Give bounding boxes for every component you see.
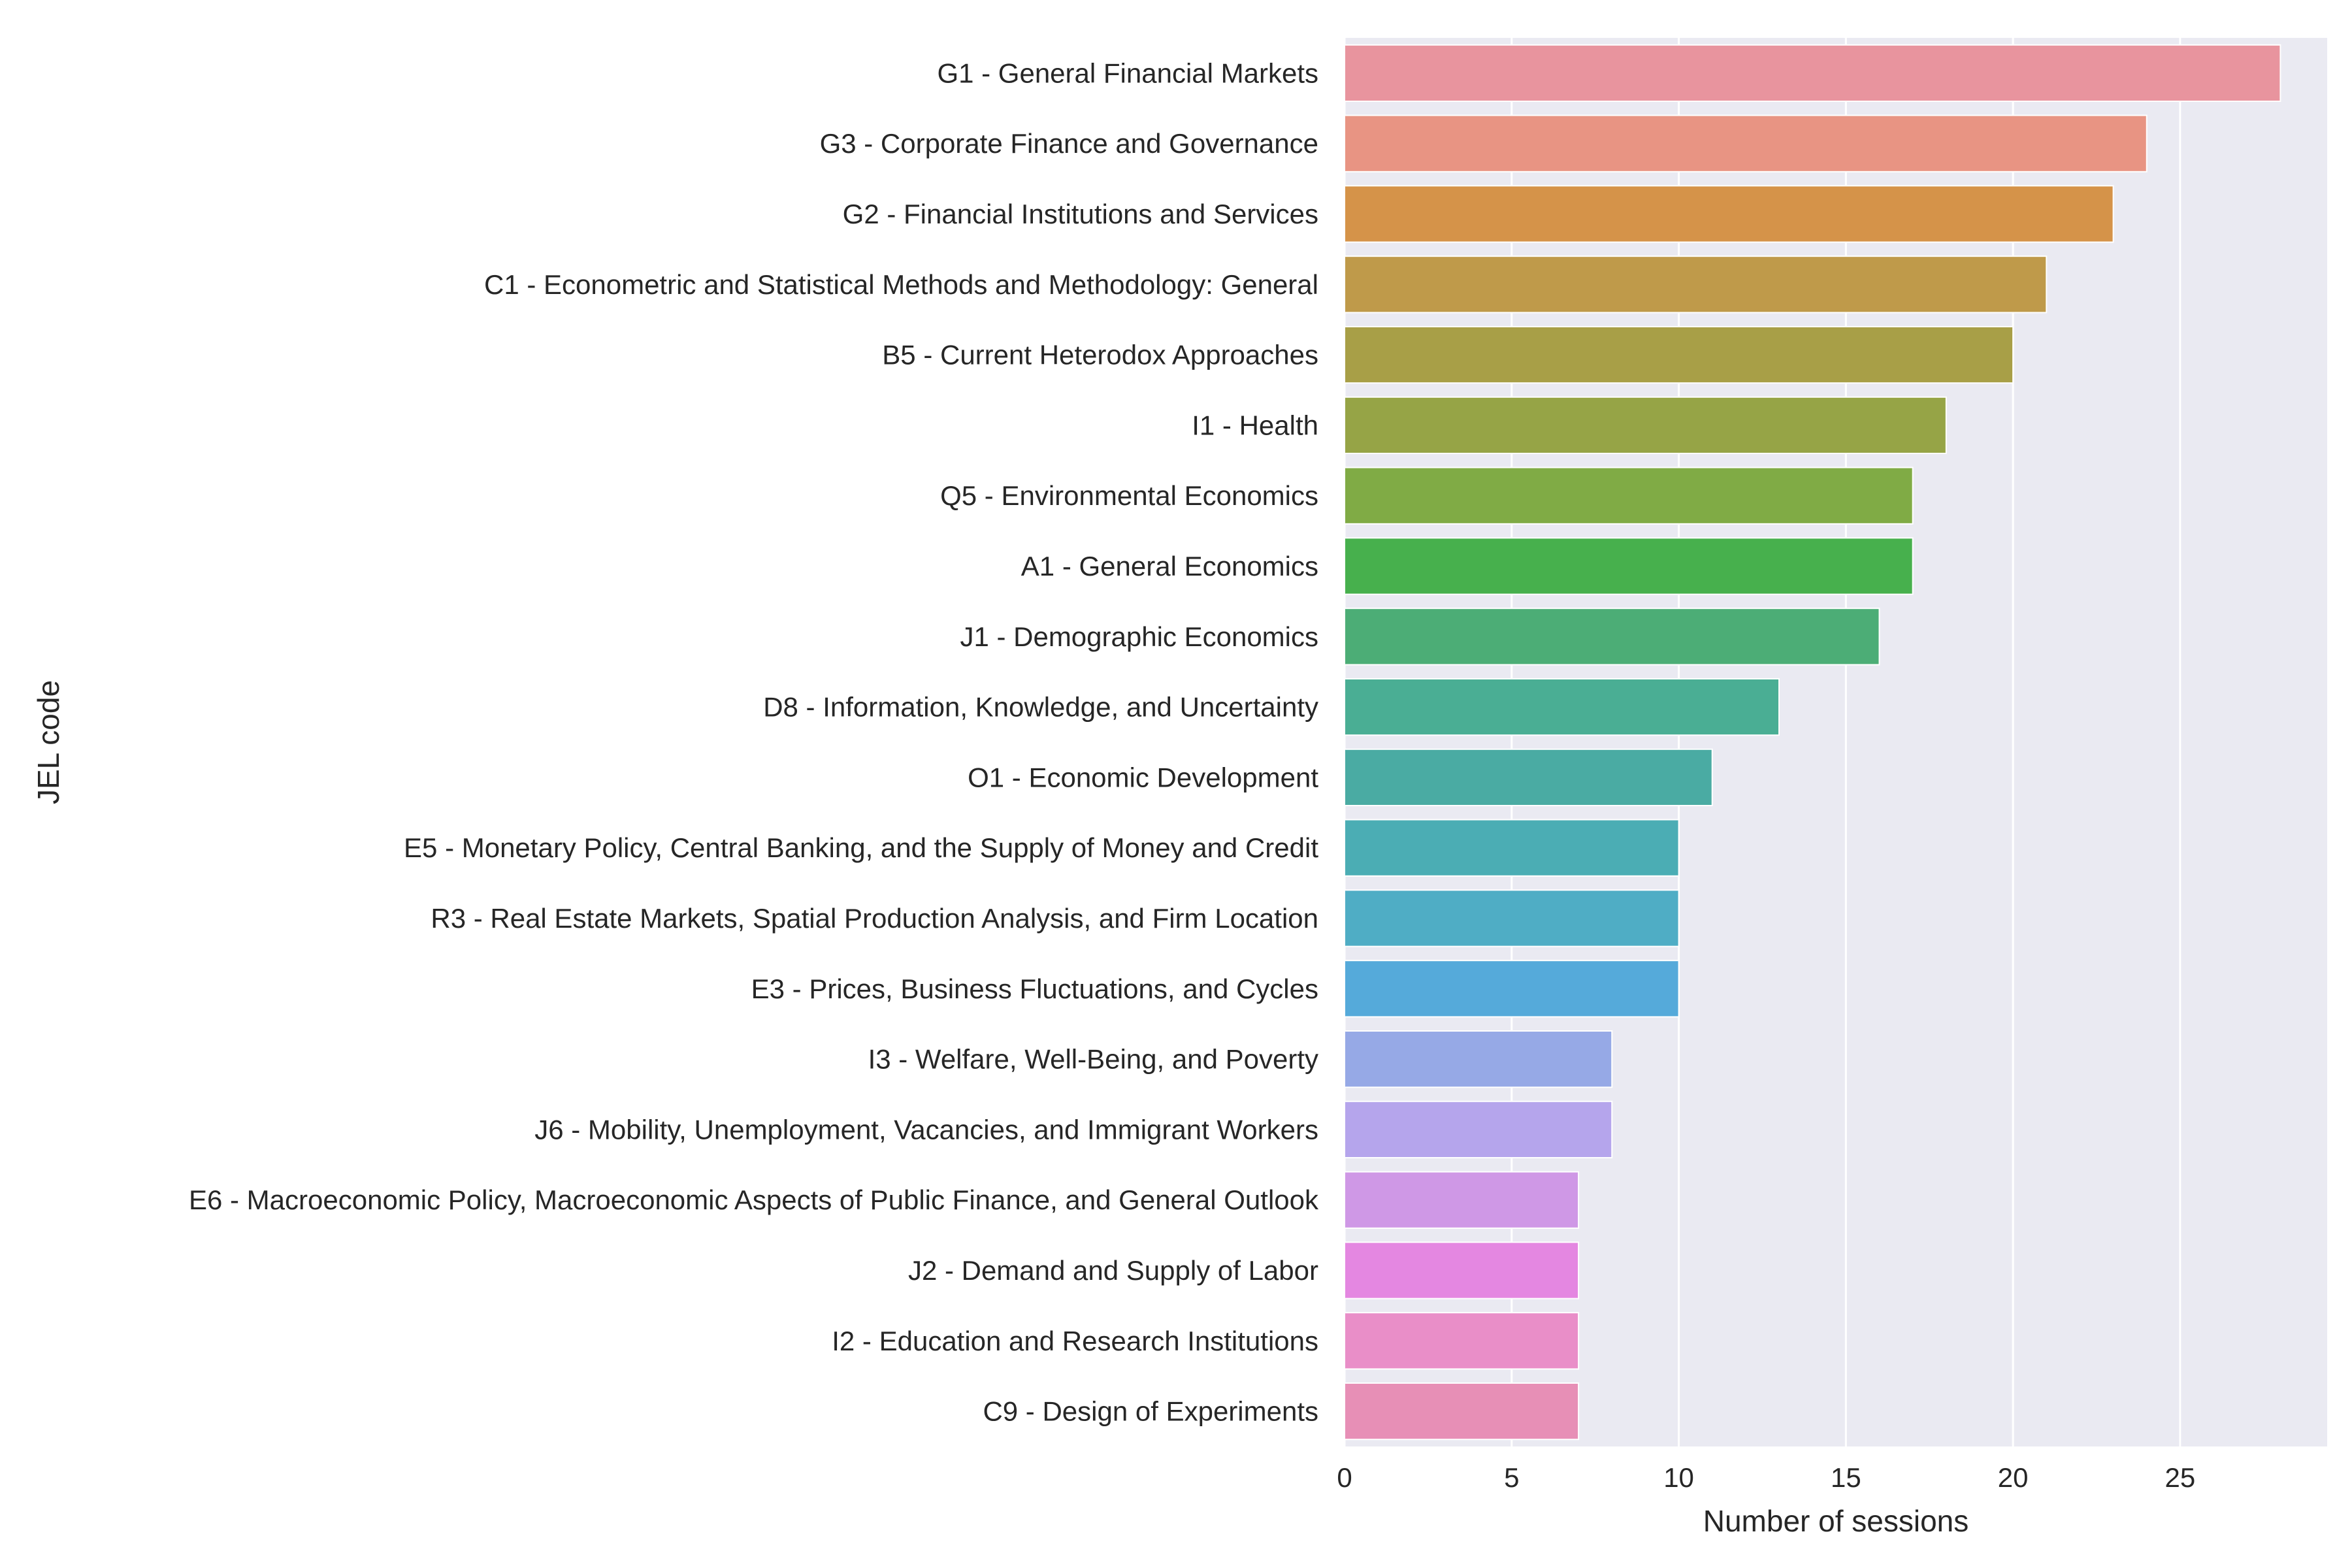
category-label: E6 - Macroeconomic Policy, Macroeconomic… xyxy=(189,1184,1319,1215)
x-tick-label: 0 xyxy=(1337,1462,1352,1493)
bar xyxy=(1344,1171,1580,1229)
bar xyxy=(1344,1382,1580,1441)
bar xyxy=(1344,255,2048,314)
bar xyxy=(1344,1241,1580,1299)
bar xyxy=(1344,44,2281,103)
category-label: R3 - Real Estate Markets, Spatial Produc… xyxy=(431,903,1318,934)
category-label: C9 - Design of Experiments xyxy=(983,1396,1318,1427)
x-tick-labels: 0 5 10 15 20 25 xyxy=(1337,1462,2195,1493)
category-label: I3 - Welfare, Well-Being, and Poverty xyxy=(868,1044,1318,1075)
category-label: J1 - Demographic Economics xyxy=(960,621,1318,652)
category-label: I1 - Health xyxy=(1192,410,1318,440)
category-label: J2 - Demand and Supply of Labor xyxy=(908,1255,1318,1286)
category-label: A1 - General Economics xyxy=(1021,551,1318,581)
bar xyxy=(1344,1030,1613,1088)
y-axis-title: JEL code xyxy=(31,680,65,804)
bar xyxy=(1344,466,1914,525)
bar xyxy=(1344,960,1680,1018)
category-label: E3 - Prices, Business Fluctuations, and … xyxy=(751,973,1318,1004)
bar xyxy=(1344,1100,1613,1159)
bar xyxy=(1344,678,1780,736)
bar xyxy=(1344,325,2014,384)
category-label: I2 - Education and Research Institutions xyxy=(832,1326,1318,1356)
x-tick-label: 25 xyxy=(2165,1462,2196,1493)
bar xyxy=(1344,537,1914,595)
x-axis-title: Number of sessions xyxy=(1703,1504,1969,1538)
bar xyxy=(1344,608,1880,666)
bar xyxy=(1344,748,1713,807)
category-label: O1 - Economic Development xyxy=(968,762,1318,792)
category-label: B5 - Current Heterodox Approaches xyxy=(882,340,1318,370)
bar xyxy=(1344,819,1680,877)
category-label: J6 - Mobility, Unemployment, Vacancies, … xyxy=(534,1114,1318,1145)
x-tick-label: 10 xyxy=(1663,1462,1694,1493)
bar xyxy=(1344,185,2114,243)
x-tick-label: 20 xyxy=(1998,1462,2029,1493)
bar xyxy=(1344,889,1680,947)
bar xyxy=(1344,1312,1580,1370)
category-label: E5 - Monetary Policy, Central Banking, a… xyxy=(404,832,1318,863)
bar xyxy=(1344,396,1947,455)
bars xyxy=(1344,44,2281,1441)
category-label: G1 - General Financial Markets xyxy=(937,57,1318,88)
category-label: D8 - Information, Knowledge, and Uncerta… xyxy=(763,692,1318,723)
bar xyxy=(1344,114,2148,172)
category-labels: G1 - General Financial Markets G3 - Corpo… xyxy=(189,57,1319,1426)
x-tick-label: 15 xyxy=(1831,1462,1861,1493)
category-label: Q5 - Environmental Economics xyxy=(940,480,1318,511)
category-label: G2 - Financial Institutions and Services xyxy=(843,199,1318,229)
category-label: C1 - Econometric and Statistical Methods… xyxy=(484,269,1318,300)
category-label: G3 - Corporate Finance and Governance xyxy=(820,128,1318,159)
x-tick-label: 5 xyxy=(1504,1462,1519,1493)
